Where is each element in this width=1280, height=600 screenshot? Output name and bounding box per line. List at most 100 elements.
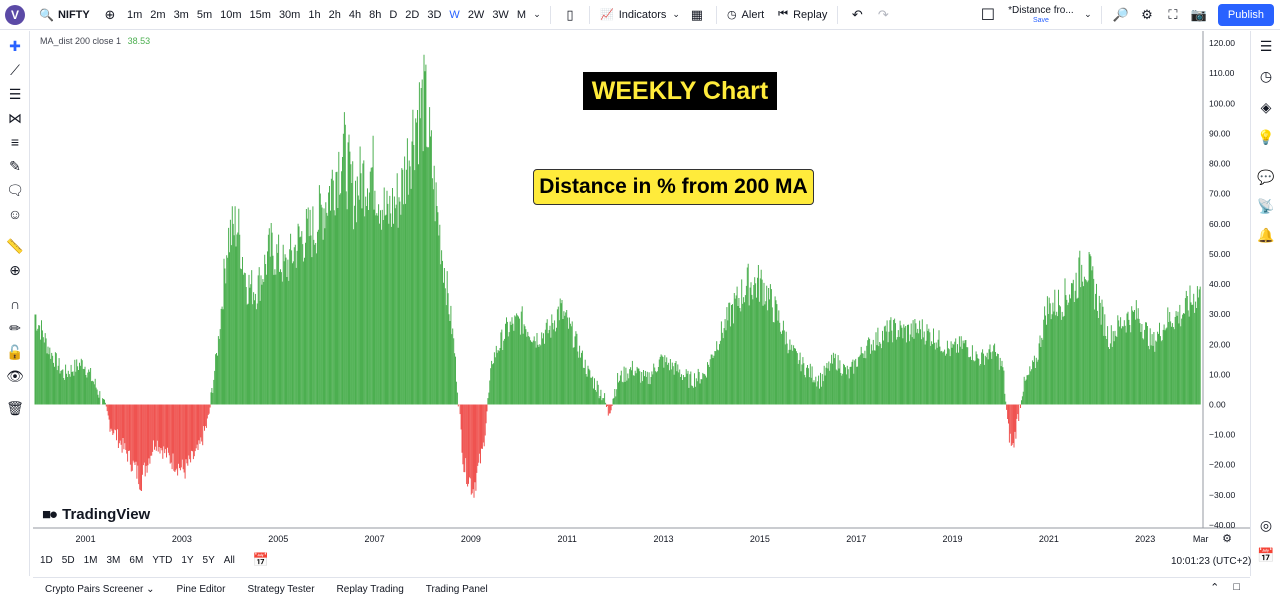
range-1m[interactable]: 1M (83, 554, 98, 566)
undo-icon[interactable]: ↶ (851, 6, 863, 22)
axis-settings-gear-icon[interactable]: ⚙ (1222, 533, 1232, 545)
price-label: 40.00 (1209, 279, 1231, 289)
chat-icon[interactable]: 💬 (1257, 168, 1275, 185)
settings-gear-icon[interactable]: ⚙ (1141, 6, 1153, 22)
bottom-tab-crypto-pairs-screener[interactable]: Crypto Pairs Screener ⌄ (45, 583, 155, 595)
publish-button[interactable]: Publish (1217, 3, 1274, 26)
emoji-icon[interactable]: ☺ (7, 206, 23, 222)
prediction-icon[interactable]: ≡ (10, 134, 20, 150)
interval-2h[interactable]: 2h (328, 8, 341, 21)
bottom-tab-strategy-tester[interactable]: Strategy Tester (247, 583, 315, 595)
text-comment-icon[interactable]: 🗨 (6, 181, 24, 198)
interval-3m[interactable]: 3m (173, 8, 189, 21)
fib-retracement-icon[interactable]: ☰ (8, 85, 22, 102)
hide-eye-icon[interactable]: 👁 (6, 367, 24, 384)
alert-button[interactable]: ◷ Alert (726, 8, 765, 22)
interval-2d[interactable]: 2D (405, 8, 420, 21)
range-ytd[interactable]: YTD (152, 554, 173, 566)
interval-10m[interactable]: 10m (220, 8, 242, 21)
fullscreen-icon[interactable]: ⛶ (1168, 6, 1178, 22)
layout-checkbox-icon[interactable]: ☐ (980, 6, 996, 24)
notifications-bell-icon[interactable]: 🔔 (1257, 226, 1275, 243)
time-label: 2007 (365, 534, 385, 544)
layout-name-button[interactable]: *Distance fro... Save (1008, 4, 1074, 24)
clock-timezone[interactable]: 10:01:23 (UTC+2) (1171, 556, 1252, 567)
crosshair-icon[interactable]: ✚ (9, 37, 21, 54)
interval-dropdown-chevron-icon[interactable]: ⌄ (533, 9, 541, 19)
range-6m[interactable]: 6M (129, 554, 144, 566)
interval-w[interactable]: W (449, 8, 460, 21)
chart-pane[interactable]: 120.00 110.00 100.00 90.00 80.00 70.00 60.00 50… (33, 31, 1250, 576)
brush-icon[interactable]: ✎ (9, 157, 21, 174)
annotation-distance-label[interactable]: Distance in % from 200 MA (533, 169, 814, 205)
range-1y[interactable]: 1Y (181, 554, 194, 566)
separator (837, 5, 839, 24)
interval-3d[interactable]: 3D (427, 8, 442, 21)
separator (588, 5, 590, 24)
indicators-chevron-icon: ⌄ (672, 9, 680, 19)
range-3m[interactable]: 3M (106, 554, 121, 566)
interval-d[interactable]: D (389, 8, 398, 21)
zoom-in-icon[interactable]: ⊕ (9, 261, 21, 278)
templates-grid-icon[interactable]: ▦ (690, 6, 704, 22)
streams-icon[interactable]: 📡 (1257, 197, 1275, 214)
interval-8h[interactable]: 8h (369, 8, 382, 21)
magnet-icon[interactable]: ∩ (9, 296, 21, 312)
interval-4h[interactable]: 4h (348, 8, 362, 21)
lock-icon[interactable]: 🔓 (6, 343, 24, 360)
layout-chevron-icon[interactable]: ⌄ (1084, 9, 1092, 19)
watchlist-icon[interactable]: ☰ (1259, 37, 1273, 54)
interval-m[interactable]: M (516, 8, 526, 21)
range-5y[interactable]: 5Y (202, 554, 215, 566)
pattern-icon[interactable]: ⋈ (8, 109, 22, 126)
interval-2w[interactable]: 2W (467, 8, 485, 21)
price-label: 50.00 (1209, 249, 1231, 259)
price-label: −20.00 (1209, 460, 1236, 470)
indicators-button[interactable]: 📈 Indicators ⌄ (599, 8, 680, 22)
ruler-icon[interactable]: 📏 (6, 237, 24, 254)
maximize-panel-icon[interactable]: □ (1233, 581, 1240, 593)
time-label: 2011 (558, 534, 577, 544)
indicators-icon: 📈 (599, 9, 614, 21)
target-icon[interactable]: ◎ (1259, 516, 1273, 533)
stay-drawing-icon[interactable]: ✏ (9, 319, 21, 336)
compare-symbol-icon[interactable]: ⊕ (104, 6, 116, 22)
interval-5m[interactable]: 5m (196, 8, 213, 21)
legend-name: MA_dist 200 close 1 (40, 36, 122, 46)
interval-1m[interactable]: 1m (127, 8, 143, 21)
user-avatar[interactable]: V (5, 4, 25, 25)
interval-1h[interactable]: 1h (308, 8, 321, 21)
range-1d[interactable]: 1D (40, 554, 53, 566)
range-all[interactable]: All (223, 554, 235, 566)
annotation-weekly-chart[interactable]: WEEKLY Chart (583, 72, 777, 110)
range-5d[interactable]: 5D (61, 554, 75, 566)
layers-icon[interactable]: ◈ (1260, 98, 1272, 115)
tradingview-logo[interactable]: ■● TradingView (42, 506, 151, 523)
range-buttons: 1D 5D 1M 3M 6M YTD 1Y 5Y All (40, 555, 244, 566)
replay-icon: ⏮ (778, 8, 789, 20)
indicator-legend[interactable]: MA_dist 200 close 1 38.53 (40, 36, 150, 46)
interval-30m[interactable]: 30m (278, 8, 301, 21)
ideas-lightbulb-icon[interactable]: 💡 (1257, 128, 1275, 145)
alerts-clock-icon[interactable]: ◷ (1259, 67, 1273, 84)
collapse-chevron-up-icon[interactable]: ⌃ (1210, 582, 1220, 594)
replay-button[interactable]: ⏮ Replay (778, 8, 828, 21)
snapshot-camera-icon[interactable]: 📷 (1190, 6, 1208, 22)
bottom-tab-pine-editor[interactable]: Pine Editor (176, 583, 226, 595)
interval-3w[interactable]: 3W (492, 8, 509, 21)
candles-chart-type-icon[interactable]: ▯ (566, 6, 574, 22)
calendar-icon[interactable]: 📅 (1257, 546, 1275, 563)
bottom-tab-trading-panel[interactable]: Trading Panel (425, 583, 488, 595)
bottom-tab-replay-trading[interactable]: Replay Trading (336, 583, 404, 595)
goto-date-calendar-icon[interactable]: 📅 (252, 552, 270, 567)
symbol-label: NIFTY (57, 8, 90, 21)
trend-line-icon[interactable]: ⟋ (10, 61, 20, 78)
interval-2m[interactable]: 2m (150, 8, 166, 21)
redo-icon[interactable]: ↷ (877, 6, 889, 22)
quick-search-icon[interactable]: 🔎 (1112, 6, 1130, 22)
symbol-search[interactable]: 🔍 NIFTY (39, 8, 97, 22)
interval-15m[interactable]: 15m (249, 8, 271, 21)
time-label: 2013 (654, 534, 674, 544)
histogram-chart[interactable]: 120.00 110.00 100.00 90.00 80.00 70.00 60.00 50… (33, 31, 1250, 551)
trash-icon[interactable]: 🗑 (6, 399, 24, 416)
